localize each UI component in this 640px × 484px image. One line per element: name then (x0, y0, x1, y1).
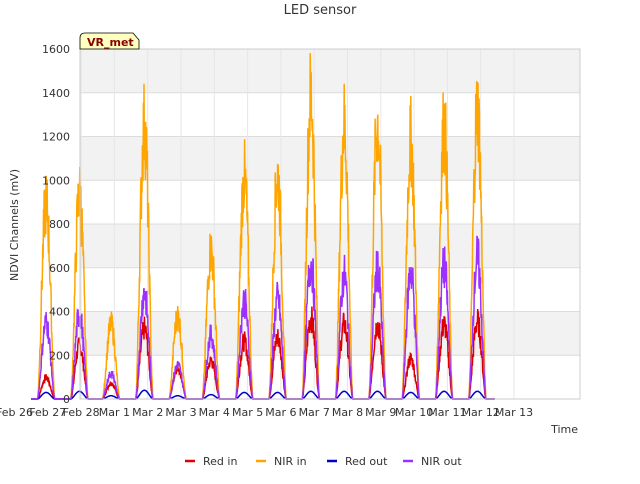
x-tick-label: Mar 5 (232, 406, 263, 419)
y-tick-label: 200 (49, 349, 70, 362)
x-tick-label: Mar 2 (132, 406, 163, 419)
x-tick-label: Mar 7 (299, 406, 330, 419)
x-tick-label: Mar 1 (99, 406, 130, 419)
x-tick-label: Feb 27 (29, 406, 66, 419)
y-tick-label: 1600 (42, 43, 70, 56)
x-tick-label: Mar 3 (165, 406, 196, 419)
legend-item-nir-out: NIR out (403, 455, 462, 468)
y-axis-label: NDVI Channels (mV) (8, 169, 21, 281)
legend-item-red-out: Red out (327, 455, 388, 468)
grid-band (80, 224, 580, 268)
grid-band (80, 311, 580, 356)
y-tick-label: 1400 (42, 87, 70, 100)
legend-label: Red out (345, 455, 388, 468)
x-tick-label: Mar 13 (495, 406, 533, 419)
chart-title: LED sensor (284, 3, 357, 18)
legend-label: Red in (203, 455, 237, 468)
legend-item-red-in: Red in (185, 455, 237, 468)
x-tick-label: Mar 12 (462, 406, 500, 419)
y-tick-label: 600 (49, 262, 70, 275)
y-tick-label: 800 (49, 218, 70, 231)
grid-band (80, 49, 580, 93)
y-tick-label: 1200 (42, 131, 70, 144)
y-tick-label: 1000 (42, 174, 70, 187)
grid-band (80, 136, 580, 181)
plot-frame (79, 48, 581, 400)
y-tick-label: 0 (63, 393, 70, 406)
vr-met-badge: VR_met (79, 32, 140, 50)
x-tick-label: Feb 26 (0, 406, 33, 419)
x-axis-label: Time (550, 423, 578, 436)
legend: Red in NIR in Red out NIR out (185, 455, 462, 468)
x-tick-label: Mar 10 (395, 406, 433, 419)
x-tick-label: Feb 28 (63, 406, 100, 419)
badge-label: VR_met (87, 36, 134, 49)
x-tick-label: Mar 4 (199, 406, 230, 419)
y-tick-label: 400 (49, 306, 70, 319)
legend-label: NIR in (274, 455, 307, 468)
x-tick-label: Mar 9 (365, 406, 396, 419)
x-tick-label: Mar 8 (332, 406, 363, 419)
x-tick-label: Mar 11 (428, 406, 466, 419)
legend-label: NIR out (421, 455, 462, 468)
x-tick-label: Mar 6 (265, 406, 296, 419)
legend-item-nir-in: NIR in (256, 455, 307, 468)
